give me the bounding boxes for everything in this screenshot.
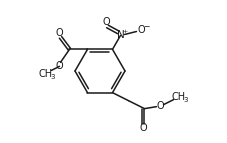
Text: O: O — [55, 28, 63, 38]
Text: 3: 3 — [183, 97, 187, 103]
Text: O: O — [139, 123, 147, 133]
Text: O: O — [55, 61, 63, 71]
Text: 3: 3 — [50, 74, 54, 80]
Text: CH: CH — [171, 92, 185, 102]
Text: O: O — [102, 17, 110, 27]
Text: N: N — [116, 30, 124, 40]
Text: −: − — [143, 22, 149, 31]
Text: CH: CH — [38, 69, 52, 79]
Text: O: O — [137, 25, 145, 35]
Text: O: O — [156, 101, 164, 111]
Text: +: + — [121, 29, 127, 34]
